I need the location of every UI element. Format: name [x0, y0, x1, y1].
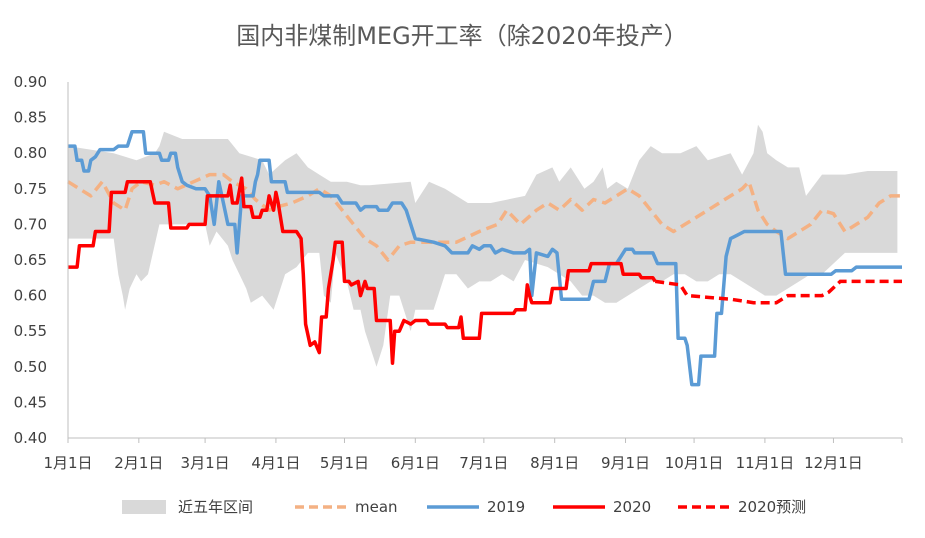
x-tick-label: 9月1日	[601, 454, 650, 472]
y-tick-label: 0.80	[14, 144, 47, 162]
legend-2020-label: 2020	[613, 498, 651, 516]
y-tick-label: 0.75	[14, 180, 47, 198]
y-tick-label: 0.85	[14, 109, 47, 127]
series-2019-line	[68, 130, 902, 387]
x-tick-label: 10月1日	[665, 454, 724, 472]
x-tick-label: 6月1日	[391, 454, 440, 472]
y-tick-label: 0.50	[14, 358, 47, 376]
legend-range-label: 近五年区间	[178, 498, 253, 516]
x-tick-label: 7月1日	[459, 454, 508, 472]
x-tick-label: 2月1日	[114, 454, 163, 472]
legend-2020-forecast-label: 2020预测	[738, 498, 806, 516]
y-tick-label: 0.45	[14, 393, 47, 411]
series-2020-forecast-line	[654, 279, 902, 305]
y-tick-label: 0.70	[14, 215, 47, 233]
legend-range-swatch	[122, 500, 166, 514]
x-tick-label: 11月1日	[736, 454, 795, 472]
legend-mean-label: mean	[355, 498, 398, 516]
x-tick-label: 4月1日	[251, 454, 300, 472]
chart-title: 国内非煤制MEG开工率（除2020年投产）	[236, 22, 688, 50]
x-tick-label: 1月1日	[43, 454, 92, 472]
legend-2019-label: 2019	[487, 498, 525, 516]
x-tick-label: 5月1日	[320, 454, 369, 472]
y-tick-label: 0.40	[14, 429, 47, 447]
y-tick-label: 0.90	[14, 73, 47, 91]
y-tick-label: 0.65	[14, 251, 47, 269]
y-tick-label: 0.55	[14, 322, 47, 340]
series-2020-line	[68, 176, 657, 365]
axes: 0.40 0.45 0.50 0.55 0.60 0.65 0.70 0.75 0.80 0.85…	[14, 73, 903, 472]
x-tick-label: 8月1日	[530, 454, 579, 472]
y-tick-label: 0.60	[14, 287, 47, 305]
legend: 近五年区间 mean 2019 2020 2020预测	[122, 498, 806, 516]
x-tick-label: 3月1日	[181, 454, 230, 472]
mean-line	[67, 172, 902, 262]
x-tick-label: 12月1日	[804, 454, 863, 472]
plot-area	[67, 124, 902, 387]
